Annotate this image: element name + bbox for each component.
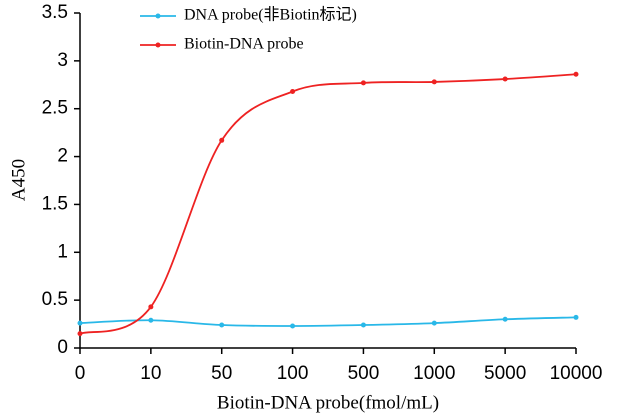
point bbox=[431, 79, 437, 85]
legend-marker bbox=[155, 13, 161, 19]
point bbox=[77, 320, 83, 326]
series-line bbox=[79, 73, 577, 335]
y-tick-label: 0 bbox=[57, 337, 68, 358]
point bbox=[502, 76, 508, 82]
legend-label: Biotin-DNA probe bbox=[184, 36, 304, 53]
y-tick-label: 1.5 bbox=[42, 193, 68, 214]
x-tick-label: 10000 bbox=[550, 363, 603, 384]
x-tick-label: 50 bbox=[211, 363, 232, 384]
point bbox=[148, 304, 154, 310]
y-tick-label: 0.5 bbox=[42, 289, 68, 310]
point bbox=[219, 322, 225, 328]
x-tick-label: 100 bbox=[277, 363, 309, 384]
point bbox=[77, 331, 83, 337]
x-axis-label: Biotin-DNA probe(fmol/mL) bbox=[217, 392, 439, 413]
point bbox=[431, 320, 437, 326]
point bbox=[360, 80, 366, 86]
x-tick-label: 1000 bbox=[413, 363, 455, 384]
point bbox=[502, 316, 508, 322]
y-tick-label: 2 bbox=[57, 146, 68, 167]
x-tick-label: 0 bbox=[75, 363, 86, 384]
x-tick-label: 500 bbox=[348, 363, 380, 384]
y-tick-label: 1 bbox=[57, 241, 68, 262]
point bbox=[290, 323, 296, 329]
x-tick-label: 5000 bbox=[484, 363, 526, 384]
legend-label: DNA probe(非Biotin标记) bbox=[184, 6, 357, 24]
series-line bbox=[79, 316, 577, 327]
legend-marker bbox=[155, 42, 161, 48]
point bbox=[219, 137, 225, 143]
point bbox=[290, 88, 296, 94]
y-axis-label: A450 bbox=[8, 159, 29, 201]
point bbox=[360, 322, 366, 328]
y-tick-label: 3.5 bbox=[42, 2, 68, 23]
y-tick-label: 3 bbox=[57, 50, 68, 71]
point bbox=[148, 317, 154, 323]
y-tick-label: 2.5 bbox=[42, 98, 68, 119]
point bbox=[573, 314, 579, 320]
x-tick-label: 10 bbox=[140, 363, 161, 384]
point bbox=[573, 71, 579, 77]
